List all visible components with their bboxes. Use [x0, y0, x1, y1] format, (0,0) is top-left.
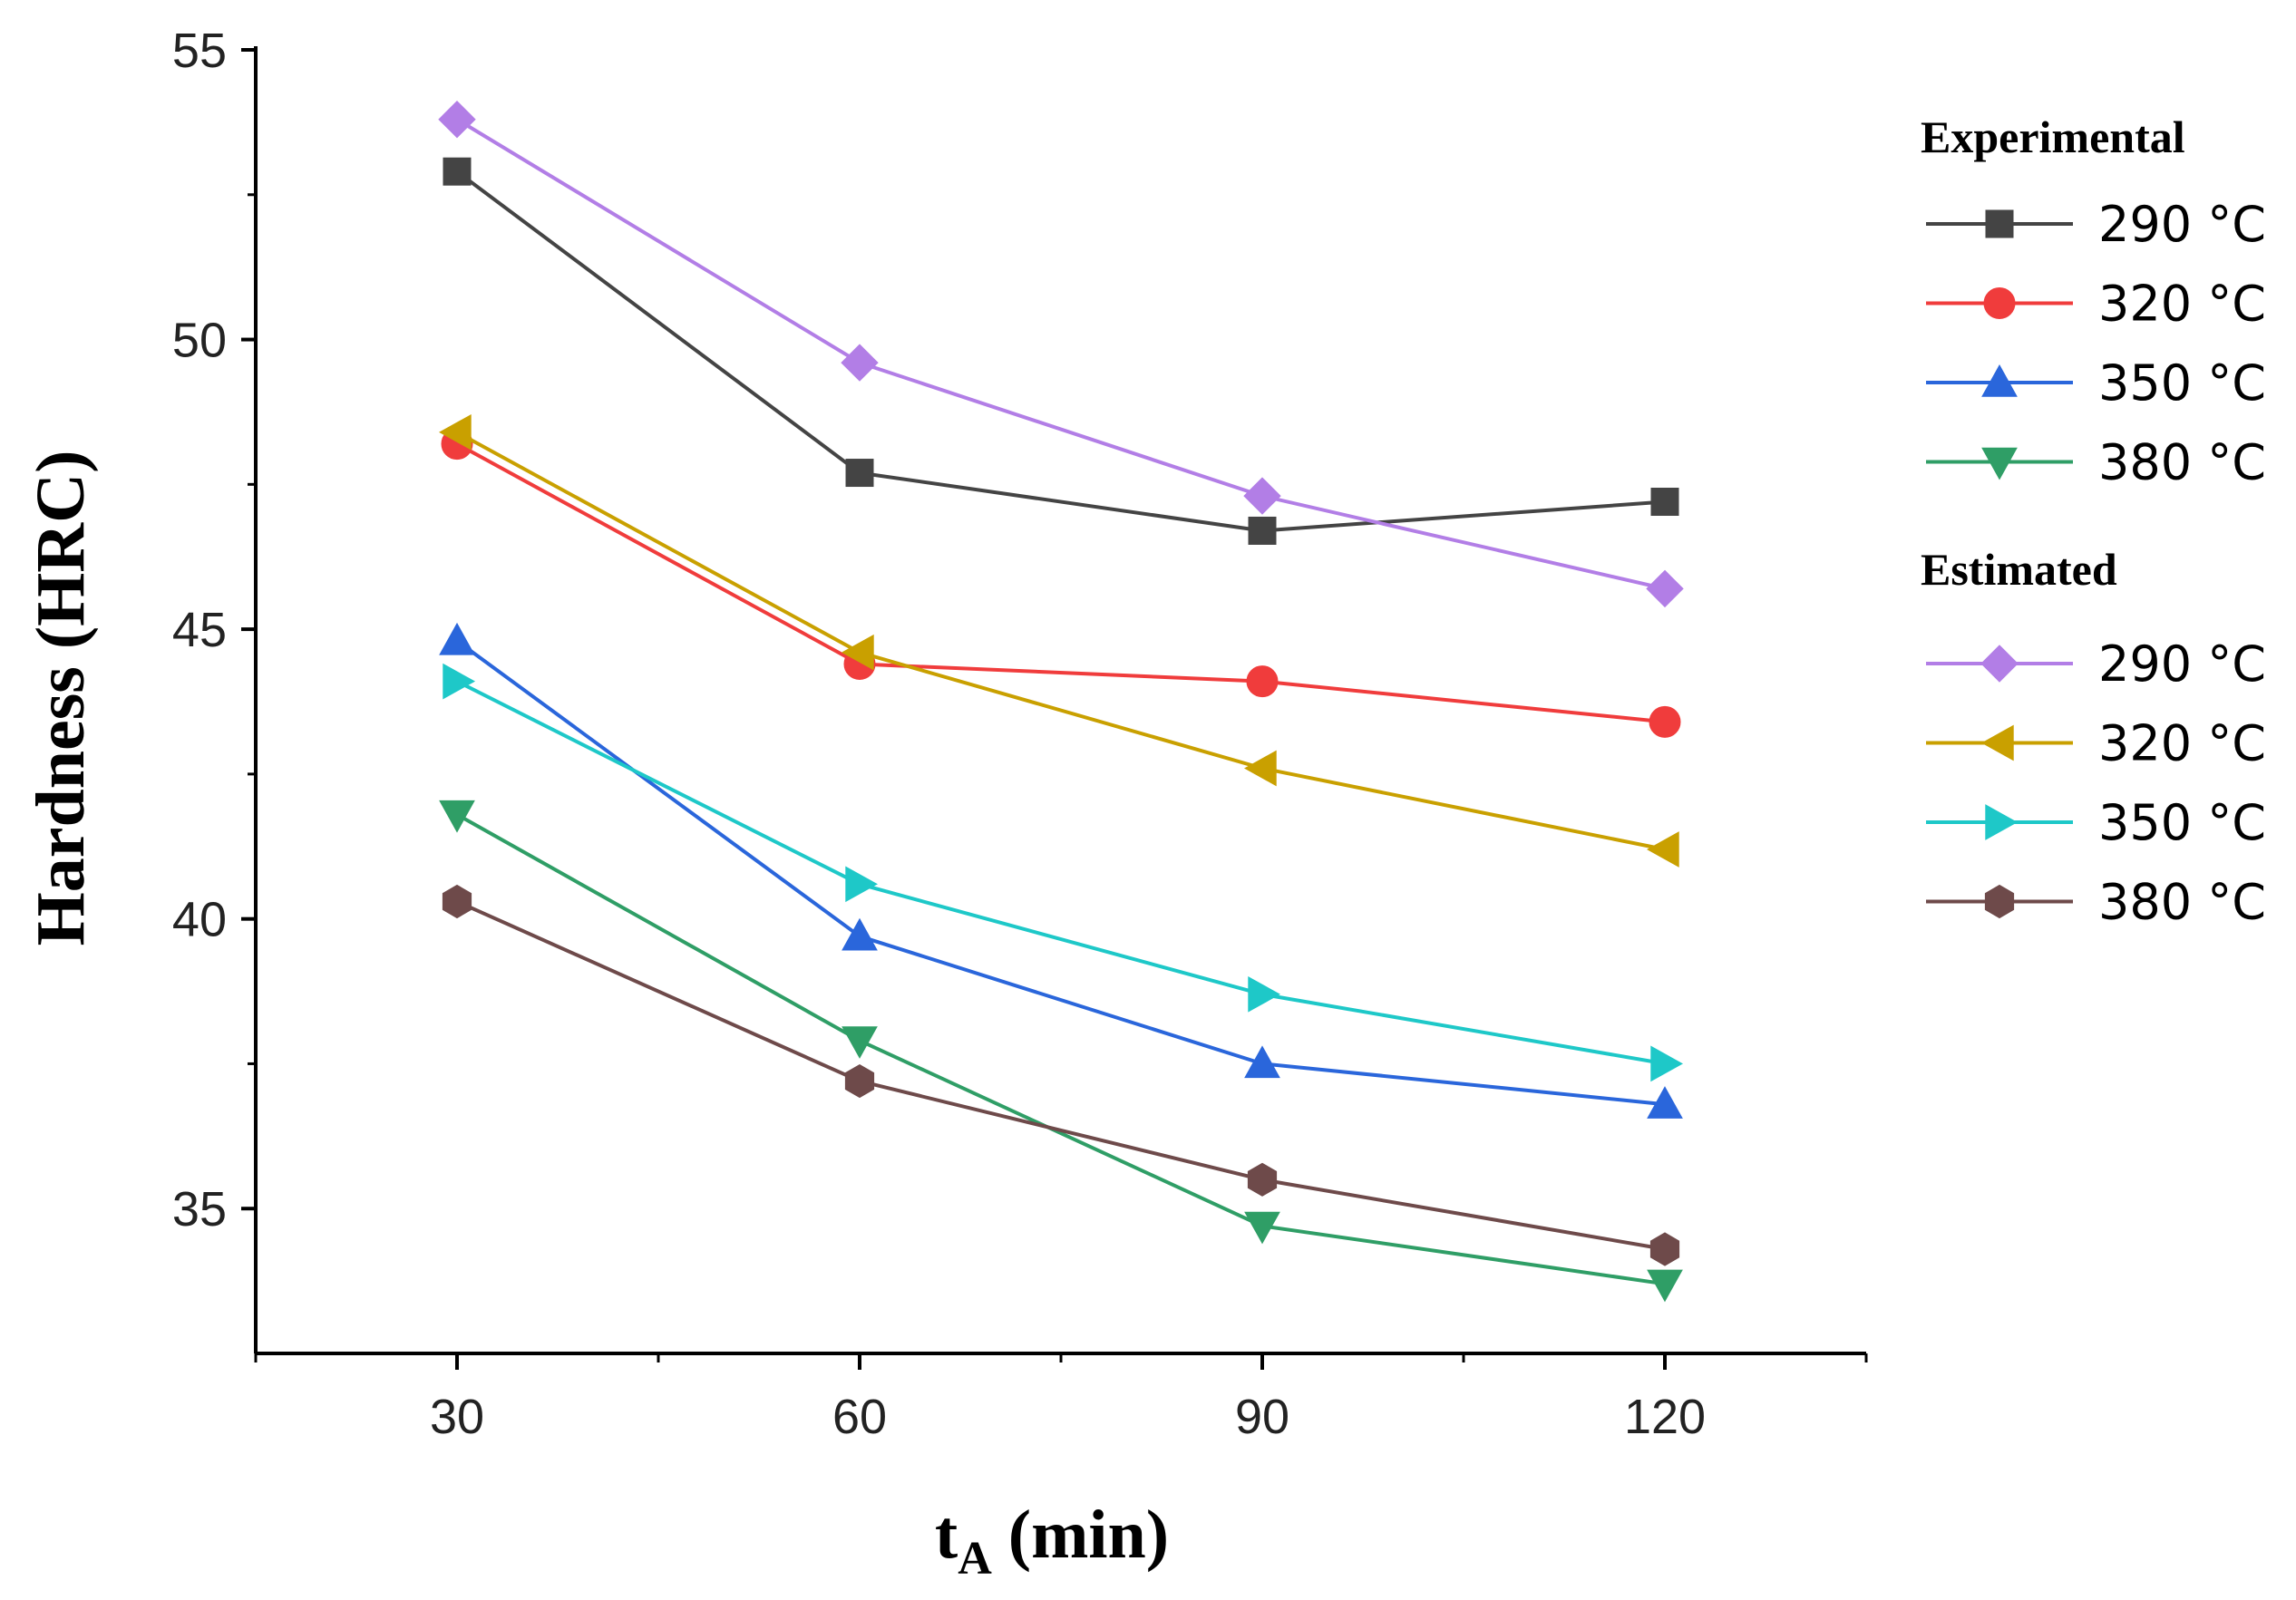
data-point: [1248, 516, 1277, 545]
data-point: [439, 622, 475, 655]
y-ticks: 35 40 45 50 55: [172, 24, 256, 1236]
legend-label: 380 °C: [2098, 874, 2266, 931]
data-point: [844, 1064, 875, 1099]
y-axis-title: Hardness (HRC): [23, 451, 99, 946]
legend-label: 320 °C: [2098, 276, 2266, 333]
legend-marker: [1981, 364, 2018, 397]
legend: Experimental 290 °C 320 °C 350 °C 380 °C Esti…: [1921, 112, 2266, 931]
legend-label: 290 °C: [2098, 196, 2266, 253]
data-point: [438, 413, 472, 451]
plot-area: 35 40 45 50 55 30 60 90 120: [172, 24, 1868, 1444]
x-axis-title-main: t: [935, 1497, 958, 1573]
x-tick-label: 120: [1624, 1390, 1706, 1444]
x-axis-title-subscript: A: [958, 1533, 992, 1585]
legend-item: 350 °C: [1926, 354, 2266, 412]
legend-marker: [1981, 447, 2018, 480]
legend-marker: [1980, 724, 2014, 761]
legend-label: 350 °C: [2098, 354, 2266, 412]
data-point: [842, 917, 878, 951]
series-line: [455, 117, 1666, 591]
y-tick-label: 50: [172, 314, 227, 368]
legend-item: 290 °C: [1926, 635, 2266, 693]
data-point: [1649, 705, 1681, 738]
series-line: [456, 812, 1666, 1286]
series-line: [456, 679, 1666, 1066]
legend-item: 320 °C: [1926, 276, 2266, 333]
x-axis-title: tA (min): [935, 1497, 1169, 1585]
y-tick-label: 40: [172, 893, 227, 947]
data-point: [842, 1026, 878, 1059]
legend-header-experimental: Experimental: [1921, 112, 2185, 162]
legend-marker: [1980, 645, 2019, 683]
legend-item: 320 °C: [1926, 715, 2266, 772]
data-point: [841, 634, 874, 671]
data-point: [841, 344, 879, 382]
legend-item: 380 °C: [1926, 874, 2266, 931]
data-point: [1243, 477, 1281, 515]
legend-label: 290 °C: [2098, 635, 2266, 693]
data-point: [1247, 1162, 1278, 1197]
legend-label: 320 °C: [2098, 715, 2266, 772]
legend-item: 350 °C: [1926, 794, 2266, 851]
series-line: [456, 431, 1666, 851]
x-tick-label: 60: [832, 1390, 887, 1444]
data-point: [1244, 1045, 1280, 1079]
data-point: [1650, 488, 1679, 517]
legend-marker: [1985, 209, 2014, 238]
series-experimental-380: [439, 800, 1683, 1303]
data-point: [439, 800, 475, 833]
data-point: [1647, 1269, 1683, 1303]
data-point: [845, 866, 879, 903]
series-estimated-320: [438, 413, 1679, 868]
series-experimental-320: [441, 428, 1681, 738]
series-line: [456, 899, 1666, 1251]
y-tick-label: 35: [172, 1182, 227, 1236]
legend-item: 380 °C: [1926, 434, 2266, 491]
series-line: [455, 170, 1666, 533]
x-tick-label: 30: [430, 1390, 484, 1444]
series-estimated-380: [442, 884, 1680, 1266]
data-point: [1243, 750, 1277, 787]
x-tick-label: 90: [1235, 1390, 1289, 1444]
data-point: [443, 663, 476, 700]
legend-marker: [1984, 884, 2015, 919]
series-estimated-350: [443, 663, 1684, 1082]
data-point: [1646, 569, 1684, 608]
x-ticks: 30 60 90 120: [254, 1353, 1868, 1444]
y-tick-label: 45: [172, 603, 227, 657]
series-layer: [438, 100, 1684, 1303]
y-tick-label: 55: [172, 24, 227, 78]
legend-marker: [1985, 804, 2019, 840]
legend-label: 350 °C: [2098, 794, 2266, 851]
legend-label: 380 °C: [2098, 434, 2266, 491]
series-line: [456, 441, 1666, 724]
x-axis-title-unit: (min): [1008, 1497, 1169, 1573]
legend-header-estimated: Estimated: [1921, 544, 2117, 595]
data-point: [1244, 1211, 1280, 1245]
series-experimental-290: [443, 157, 1679, 545]
series-estimated-290: [438, 100, 1684, 608]
series-experimental-350: [439, 622, 1683, 1119]
data-point: [1649, 1232, 1680, 1266]
data-point: [1246, 665, 1279, 698]
series-line: [455, 639, 1666, 1107]
data-point: [1650, 1045, 1684, 1082]
legend-marker: [1983, 287, 2016, 319]
data-point: [438, 100, 476, 139]
data-point: [1646, 831, 1679, 868]
legend-item: 290 °C: [1926, 196, 2266, 253]
data-point: [442, 884, 472, 919]
data-point: [845, 459, 874, 488]
data-point: [1647, 1086, 1683, 1119]
data-point: [1248, 975, 1281, 1013]
data-point: [443, 157, 472, 186]
